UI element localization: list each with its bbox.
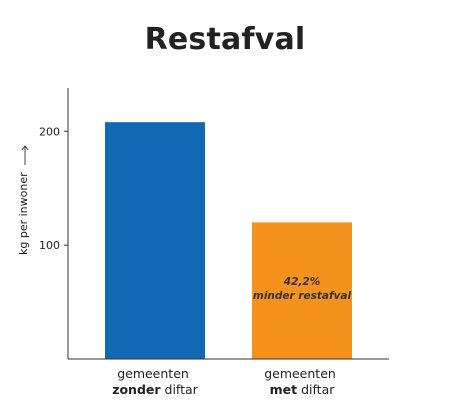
bar-0: [105, 122, 205, 359]
category-1-line1: gemeenten: [264, 366, 336, 381]
annotation-text: minder restafval: [253, 290, 352, 302]
bar-1: [252, 222, 352, 359]
bars-group: [105, 122, 352, 359]
category-0-line1: gemeenten: [117, 366, 189, 381]
category-0-rest: diftar: [161, 382, 199, 397]
y-ticks-group: 100 200: [39, 125, 68, 252]
category-label-zonder: gemeenten zonder diftar: [112, 366, 198, 397]
y-tick-label-200: 200: [39, 125, 60, 138]
annotation-percentage: 42,2%: [283, 276, 320, 288]
y-axis-arrow-icon: [21, 145, 29, 165]
category-label-met: gemeenten met diftar: [264, 366, 340, 397]
y-tick-label-100: 100: [39, 239, 60, 252]
y-axis-label-group: kg per inwoner: [17, 145, 30, 255]
category-1-bold: met: [270, 382, 298, 397]
category-0-bold: zonder: [112, 382, 161, 397]
chart-title: Restafval: [144, 22, 306, 57]
category-1-rest: diftar: [297, 382, 335, 397]
y-axis-label: kg per inwoner: [17, 172, 30, 255]
